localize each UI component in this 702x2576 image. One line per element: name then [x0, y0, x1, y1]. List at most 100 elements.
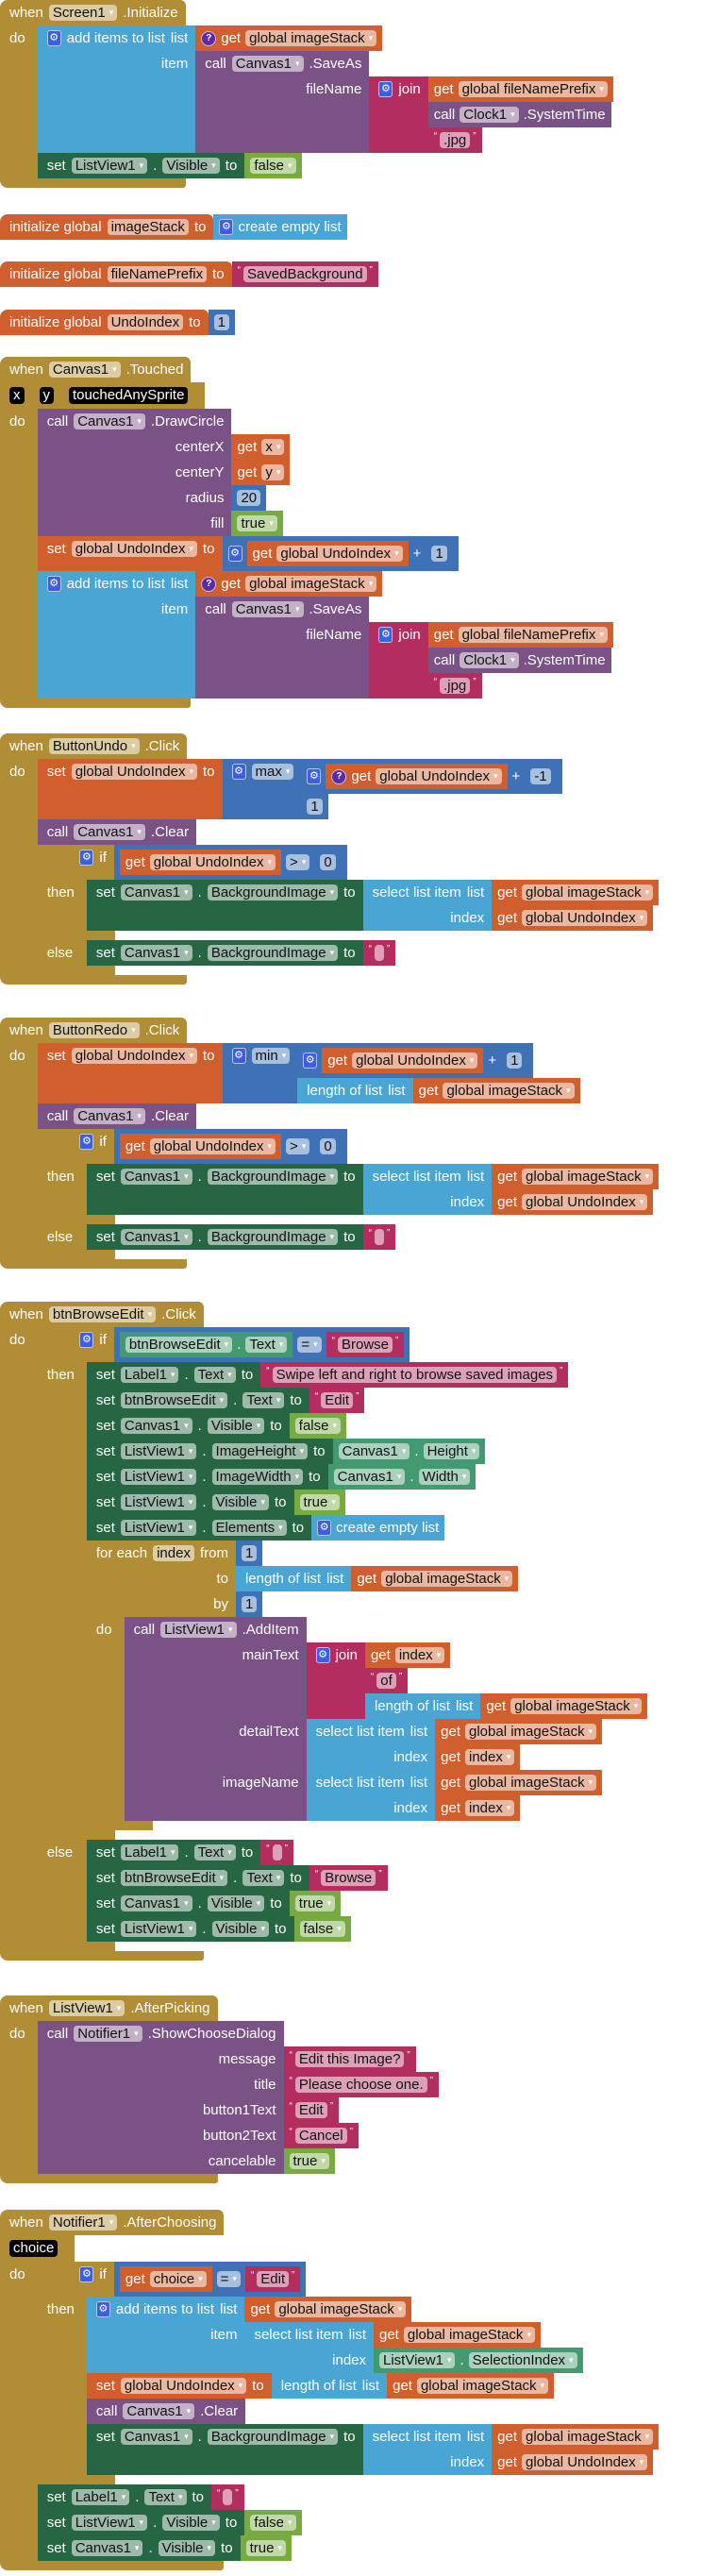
gear-icon[interactable]: ⚙: [307, 768, 322, 784]
editable-field[interactable]: index: [153, 1545, 194, 1561]
dropdown[interactable]: y ▾: [261, 464, 285, 480]
help-icon[interactable]: ?: [201, 576, 217, 592]
dropdown[interactable]: global UndoIndex ▾: [71, 764, 197, 780]
dropdown[interactable]: global UndoIndex ▾: [352, 1052, 478, 1069]
variable-block[interactable]: get global fileNamePrefix ▾: [427, 622, 613, 648]
property-getter-block[interactable]: Canvas1 ▾. Height ▾: [332, 1439, 486, 1464]
editable-field[interactable]: fileNamePrefix: [107, 266, 208, 282]
dropdown[interactable]: Canvas1 ▾: [120, 884, 192, 901]
string-field[interactable]: [223, 2489, 233, 2505]
dropdown[interactable]: ListView1 ▾: [71, 158, 148, 174]
dropdown[interactable]: Canvas1 ▾: [123, 2403, 195, 2419]
math-block[interactable]: btnBrowseEdit ▾. Text ▾ = ▾ “Browse”: [113, 1327, 410, 1362]
string-field[interactable]: Browse: [321, 1870, 376, 1886]
gear-icon[interactable]: ⚙: [378, 81, 393, 97]
dropdown[interactable]: global UndoIndex ▾: [376, 768, 502, 784]
property-setter-block[interactable]: set Label1 ▾. Text ▾ to “”: [86, 1840, 293, 1865]
dropdown[interactable]: global fileNamePrefix ▾: [458, 81, 608, 97]
list-block[interactable]: select list item list get global imageStack…: [244, 2322, 583, 2373]
control-block[interactable]: when ButtonUndo ▾ .Click do set global UndoInd…: [0, 733, 660, 985]
gear-icon[interactable]: ⚙: [227, 546, 242, 562]
control-block[interactable]: when ListView1 ▾ .AfterPicking do call Notifie…: [0, 1995, 439, 2183]
text-block[interactable]: “”: [362, 940, 396, 966]
variable-block[interactable]: get global UndoIndex ▾: [119, 1134, 282, 1159]
dropdown[interactable]: false ▾: [250, 2515, 296, 2531]
text-block[interactable]: “Browse”: [309, 1865, 388, 1891]
editable-field[interactable]: 1: [213, 314, 229, 330]
property-getter-block[interactable]: ListView1 ▾. SelectionIndex ▾: [374, 2348, 583, 2373]
dropdown[interactable]: Canvas1 ▾: [333, 1469, 406, 1485]
math-block[interactable]: ⚙ min ▾ ⚙ get global UndoIndex ▾ +1 length of li…: [222, 1043, 580, 1103]
dropdown[interactable]: min ▾: [251, 1048, 291, 1064]
property-setter-block[interactable]: set Canvas1 ▾. Visible ▾ to false ▾: [86, 1413, 346, 1439]
dropdown[interactable]: true ▾: [299, 1494, 340, 1510]
method-call-block[interactable]: call ListView1 ▾ .AddItem mainText ⚙ join get in…: [124, 1617, 648, 1821]
dropdown[interactable]: global fileNamePrefix ▾: [458, 627, 608, 643]
dropdown[interactable]: Clock1 ▾: [460, 107, 519, 123]
list-block[interactable]: ⚙ add items to list list? get global imageSt…: [37, 25, 613, 153]
math-block[interactable]: ⚙ get global UndoIndex ▾ +1: [222, 536, 459, 571]
dropdown[interactable]: Canvas1 ▾: [120, 1169, 192, 1185]
method-call-block[interactable]: call Notifier1 ▾ .ShowChooseDialog message “E…: [37, 2021, 439, 2174]
property-setter-block[interactable]: set Canvas1 ▾. BackgroundImage ▾ to “”: [86, 1224, 396, 1250]
dropdown[interactable]: true ▾: [245, 2540, 286, 2556]
list-block[interactable]: ⚙ add items to list list get global imageSta…: [86, 2297, 583, 2373]
variable-block[interactable]: get index ▾: [435, 1795, 521, 1821]
variable-block[interactable]: get global imageStack ▾: [351, 1566, 519, 1591]
list-block[interactable]: select list item list get global imageStack…: [362, 1164, 660, 1215]
property-setter-block[interactable]: set Label1 ▾. Text ▾ to “Swipe left and right …: [86, 1362, 569, 1388]
math-block[interactable]: 1: [501, 1048, 528, 1073]
variable-block[interactable]: set global UndoIndex ▾ to ⚙ get global UndoInd…: [37, 536, 459, 571]
dropdown[interactable]: Label1 ▾: [120, 1367, 179, 1383]
dropdown[interactable]: > ▾: [286, 854, 310, 870]
dropdown[interactable]: Canvas1 ▾: [120, 945, 192, 961]
dropdown[interactable]: global UndoIndex ▾: [522, 1194, 648, 1210]
dropdown[interactable]: global UndoIndex ▾: [149, 1138, 276, 1154]
gear-icon[interactable]: ⚙: [303, 1052, 318, 1069]
gear-icon[interactable]: ⚙: [219, 219, 234, 235]
dropdown[interactable]: Clock1 ▾: [460, 652, 519, 668]
dropdown[interactable]: Screen1 ▾: [48, 5, 118, 21]
gear-icon[interactable]: ⚙: [378, 627, 393, 643]
string-field[interactable]: Cancel: [294, 2128, 347, 2144]
text-block[interactable]: “”: [211, 2484, 244, 2510]
dropdown[interactable]: BackgroundImage ▾: [207, 884, 339, 901]
list-block[interactable]: length of list list get global imageStack ▾: [235, 1566, 519, 1591]
variable-block[interactable]: ? get global imageStack ▾: [195, 25, 383, 51]
logic-block[interactable]: false ▾: [289, 1413, 346, 1439]
math-block[interactable]: 1: [426, 541, 453, 566]
list-block[interactable]: select list item list get global imageStack…: [362, 2424, 660, 2475]
text-block[interactable]: “”: [260, 1840, 293, 1865]
dropdown[interactable]: Canvas1 ▾: [120, 1418, 192, 1434]
list-block[interactable]: length of list list get global imageStack ▾: [364, 1693, 648, 1719]
dropdown[interactable]: ListView1 ▾: [120, 1443, 197, 1459]
math-block[interactable]: ⚙ get global UndoIndex ▾ +1: [297, 1043, 534, 1078]
list-block[interactable]: select list item list get global imageStack…: [306, 1719, 603, 1770]
method-call-block[interactable]: call Clock1 ▾ .SystemTime: [427, 648, 611, 673]
dropdown[interactable]: true ▾: [294, 1895, 336, 1911]
method-call-block[interactable]: call Canvas1 ▾ .SaveAs fileName ⚙ join get globa…: [195, 597, 613, 699]
variable-block[interactable]: get global UndoIndex ▾: [246, 541, 409, 566]
dropdown[interactable]: BackgroundImage ▾: [207, 945, 339, 961]
dropdown[interactable]: Canvas1 ▾: [74, 413, 145, 429]
string-field[interactable]: [272, 1844, 282, 1860]
variable-block[interactable]: get index ▾: [364, 1642, 451, 1668]
dropdown[interactable]: Width ▾: [418, 1469, 471, 1485]
dropdown[interactable]: x ▾: [261, 439, 285, 455]
dropdown[interactable]: Visible ▾: [211, 1494, 269, 1510]
dropdown[interactable]: global imageStack ▾: [443, 1083, 575, 1099]
gear-icon[interactable]: ⚙: [95, 2301, 110, 2317]
dropdown[interactable]: btnBrowseEdit ▾: [120, 1392, 228, 1408]
logic-block[interactable]: false ▾: [244, 2510, 302, 2535]
string-field[interactable]: of: [376, 1673, 396, 1689]
string-field[interactable]: Edit this Image?: [294, 2051, 405, 2067]
editable-field[interactable]: 0: [320, 854, 336, 870]
gear-icon[interactable]: ⚙: [46, 576, 61, 592]
gear-icon[interactable]: ⚙: [46, 30, 61, 46]
variable-block[interactable]: get global imageStack ▾: [244, 2297, 412, 2322]
variable-block[interactable]: get global UndoIndex ▾: [492, 2450, 654, 2475]
dropdown[interactable]: Canvas1 ▾: [48, 362, 121, 378]
event-parameter[interactable]: touchedAnySprite: [69, 387, 189, 404]
dropdown[interactable]: Canvas1 ▾: [120, 2429, 192, 2445]
dropdown[interactable]: Text ▾: [242, 1870, 285, 1886]
